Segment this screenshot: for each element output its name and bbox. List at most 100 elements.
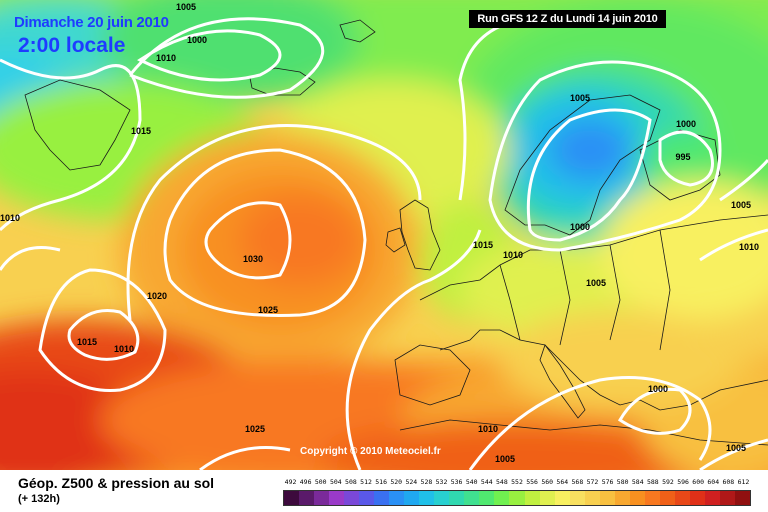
color-scale-value: 540	[465, 478, 478, 486]
color-scale-swatch	[704, 491, 720, 505]
isobar-label: 1005	[176, 2, 196, 12]
isobar-label: 1000	[676, 119, 696, 129]
copyright-text: Copyright © 2010 Meteociel.fr	[300, 446, 441, 457]
isobar-label: 1015	[473, 240, 493, 250]
color-scale-swatch	[299, 491, 315, 505]
color-scale-swatch	[524, 491, 540, 505]
forecast-date: Dimanche 20 juin 2010	[14, 14, 169, 31]
color-scale: 492 496 500 504 508 512 516 520 524 528 532 536 540 5…	[283, 478, 751, 510]
color-scale-value: 520	[390, 478, 403, 486]
isobar-label: 1025	[258, 305, 278, 315]
color-scale-bar	[283, 490, 751, 506]
legend-title: Géop. Z500 & pression au sol	[18, 475, 215, 491]
color-scale-swatch	[464, 491, 480, 505]
geopotential-field: 1005 1000 1010 1015 1010 1030 1020 1025 1015 1010…	[0, 0, 768, 470]
isobar-label: 1000	[570, 222, 590, 232]
color-scale-value: 532	[435, 478, 448, 486]
color-scale-swatch	[734, 491, 750, 505]
isobar-labels: 1005 1000 1010 1015 1010 1030 1020 1025 1015 1010…	[0, 2, 759, 464]
color-scale-labels: 492 496 500 504 508 512 516 520 524 528 532 536 540 5…	[283, 478, 751, 490]
color-scale-value: 504	[329, 478, 342, 486]
color-scale-swatch	[419, 491, 435, 505]
color-scale-value: 548	[496, 478, 508, 486]
color-scale-swatch	[344, 491, 360, 505]
color-scale-value: 560	[541, 478, 554, 486]
isobars	[0, 17, 768, 470]
coastlines	[24, 19, 768, 446]
color-scale-swatch	[599, 491, 615, 505]
color-scale-swatch	[674, 491, 690, 505]
color-scale-swatch	[689, 491, 705, 505]
isobar-label: 1010	[114, 344, 134, 354]
color-scale-value: 584	[631, 478, 644, 486]
color-scale-value: 564	[556, 478, 569, 486]
model-run-label: Run GFS 12 Z du Lundi 14 juin 2010	[469, 10, 666, 28]
color-scale-swatch	[539, 491, 555, 505]
color-scale-swatch	[479, 491, 495, 505]
color-scale-swatch	[719, 491, 735, 505]
color-scale-swatch	[404, 491, 420, 505]
legend-subtitle: (+ 132h)	[18, 493, 60, 505]
isobar-label: 1005	[586, 278, 606, 288]
color-scale-swatch	[569, 491, 585, 505]
color-scale-swatch	[494, 491, 510, 505]
color-scale-value: 568	[571, 478, 584, 486]
color-scale-value: 612	[737, 478, 750, 486]
isobar-label: 1010	[739, 242, 759, 252]
color-scale-swatch	[359, 491, 375, 505]
isobar-label: 1005	[570, 93, 590, 103]
color-scale-swatch	[434, 491, 450, 505]
color-scale-swatch	[329, 491, 345, 505]
color-scale-value: 580	[616, 478, 629, 486]
color-scale-value: 508	[345, 478, 357, 486]
isobar-label: 995	[675, 152, 690, 162]
color-scale-swatch	[629, 491, 645, 505]
color-scale-swatch	[509, 491, 525, 505]
color-scale-value: 600	[692, 478, 705, 486]
color-scale-value: 576	[601, 478, 614, 486]
color-scale-value: 492	[284, 478, 297, 486]
isobar-label: 1000	[648, 384, 668, 394]
color-scale-value: 552	[511, 478, 523, 486]
color-scale-value: 608	[722, 478, 735, 486]
forecast-time: 2:00 locale	[18, 34, 126, 57]
isobar-label: 1005	[731, 200, 751, 210]
color-scale-swatch	[584, 491, 600, 505]
color-scale-value: 592	[662, 478, 674, 486]
isobar-label: 1015	[77, 337, 97, 347]
isobar-label: 1020	[147, 291, 167, 301]
color-scale-swatch	[314, 491, 330, 505]
isobar-label: 1030	[243, 254, 263, 264]
color-scale-value: 500	[314, 478, 327, 486]
color-scale-swatch	[389, 491, 405, 505]
color-scale-value: 604	[707, 478, 720, 486]
isobar-label: 1005	[726, 443, 746, 453]
isobar-label: 1010	[156, 53, 176, 63]
color-scale-swatch	[284, 491, 300, 505]
color-scale-swatch	[449, 491, 465, 505]
isobar-label: 1000	[187, 35, 207, 45]
color-scale-value: 588	[646, 478, 659, 486]
color-scale-swatch	[554, 491, 570, 505]
color-scale-value: 516	[375, 478, 387, 486]
isobar-label: 1010	[478, 424, 498, 434]
color-scale-swatch	[659, 491, 675, 505]
color-scale-value: 556	[526, 478, 538, 486]
color-scale-value: 536	[450, 478, 463, 486]
isobar-label: 1015	[131, 126, 151, 136]
isobar-label: 1010	[503, 250, 523, 260]
color-scale-value: 512	[360, 478, 372, 486]
color-scale-value: 544	[480, 478, 493, 486]
color-scale-value: 524	[405, 478, 418, 486]
isobar-label: 1025	[245, 424, 265, 434]
isobar-label: 1005	[495, 454, 515, 464]
color-scale-swatch	[614, 491, 630, 505]
weather-map: 1005 1000 1010 1015 1010 1030 1020 1025 1015 1010…	[0, 0, 768, 470]
color-scale-value: 528	[420, 478, 433, 486]
color-scale-value: 572	[586, 478, 599, 486]
color-scale-value: 496	[299, 478, 312, 486]
color-scale-swatch	[644, 491, 660, 505]
isobar-label: 1010	[0, 213, 20, 223]
color-scale-swatch	[374, 491, 390, 505]
color-scale-value: 596	[677, 478, 689, 486]
